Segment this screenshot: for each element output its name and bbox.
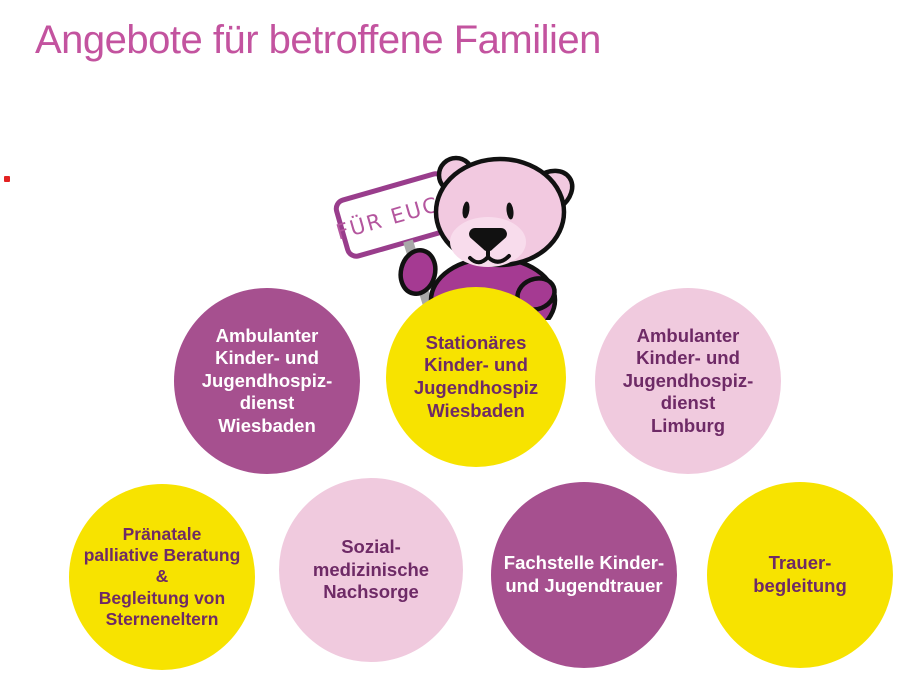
circle-trauerbegleitung: Trauer- begleitung [707,482,893,668]
bear-eye-right [506,202,514,220]
bear-eye-left [462,201,470,219]
circle-praenatale-palliative-beratung-sterneneltern: Pränatale palliative Beratung & Begleitu… [69,484,255,670]
page-title: Angebote für betroffene Familien [35,18,601,62]
circle-stationaeres-kinder-jugendhospiz-wiesbaden: Stationäres Kinder- und Jugendhospiz Wie… [386,287,566,467]
circle-fachstelle-kinder-jugendtrauer: Fachstelle Kinder- und Jugendtrauer [491,482,677,668]
circle-label: Trauer- begleitung [753,552,847,596]
circle-ambulanter-kinder-jugendhospizdienst-limburg: Ambulanter Kinder- und Jugendhospiz- die… [595,288,781,474]
red-marker-dot [4,176,10,182]
circle-label: Fachstelle Kinder- und Jugendtrauer [503,552,665,596]
bear-head [433,155,575,268]
circle-sozialmedizinische-nachsorge: Sozial- medizinische Nachsorge [279,478,463,662]
circle-label: Ambulanter Kinder- und Jugendhospiz- die… [622,324,754,436]
circle-ambulanter-kinder-jugendhospizdienst-wiesbaden: Ambulanter Kinder- und Jugendhospiz- die… [174,288,360,474]
circle-label: Sozial- medizinische Nachsorge [312,536,430,603]
bear-mouth [468,244,511,265]
circle-label: Pränatale palliative Beratung & Begleitu… [83,523,241,630]
bear-nose [469,228,507,252]
circle-label: Stationäres Kinder- und Jugendhospiz Wie… [413,331,539,421]
circle-label: Ambulanter Kinder- und Jugendhospiz- die… [201,324,333,436]
